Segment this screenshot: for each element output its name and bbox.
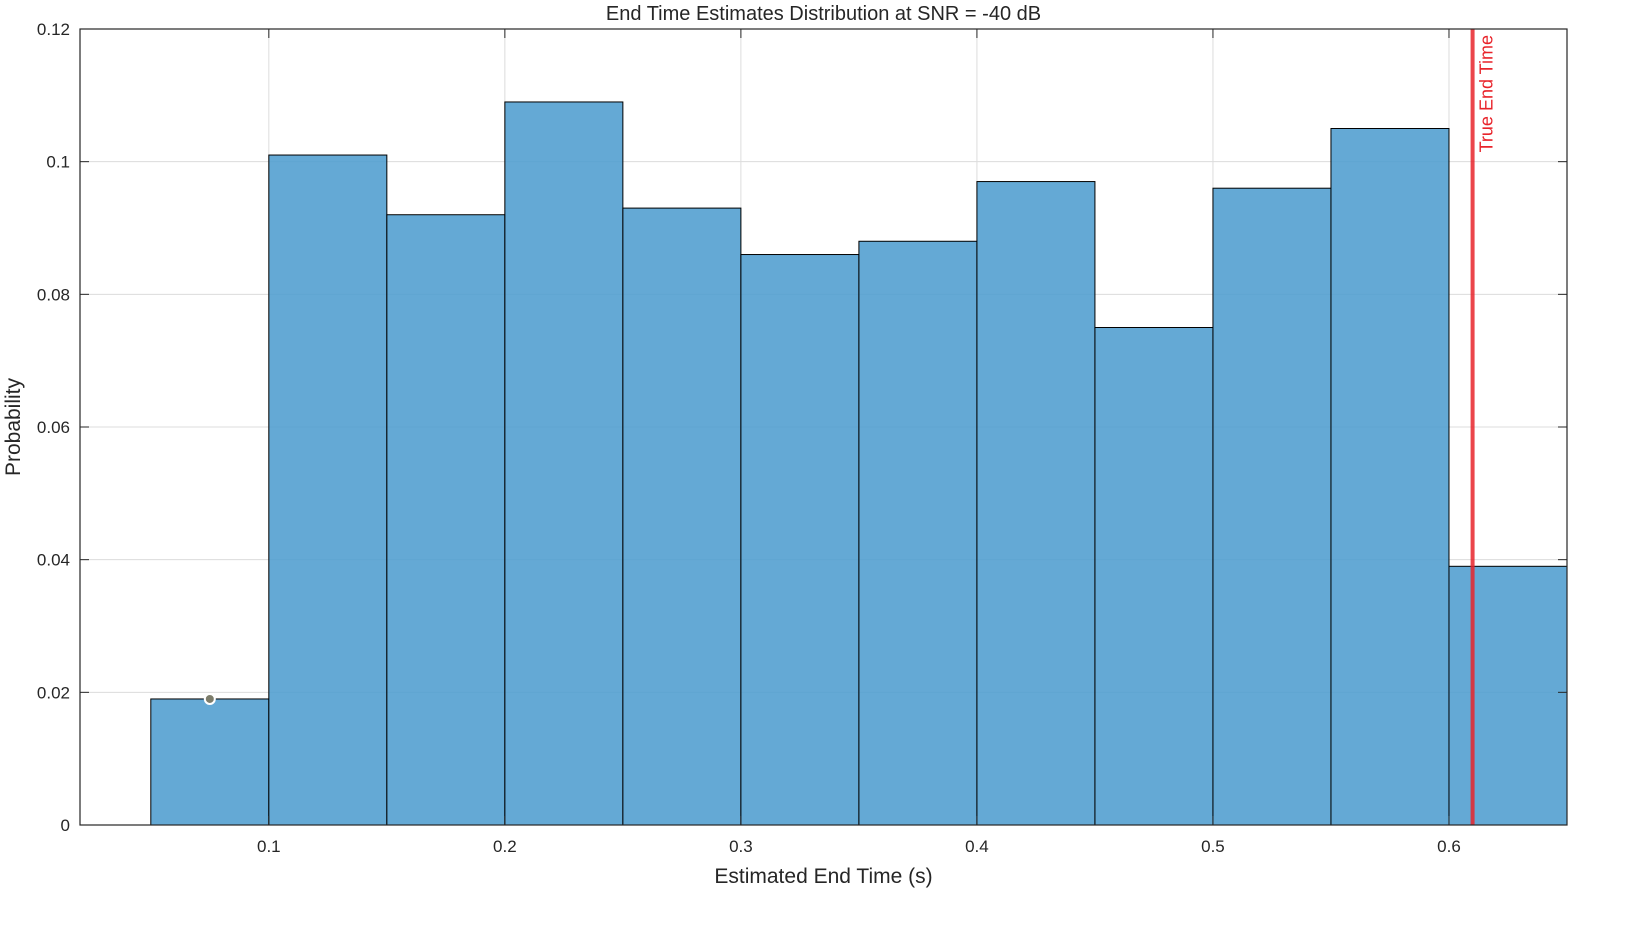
x-tick-label: 0.4	[965, 837, 989, 856]
histogram-bar	[740, 254, 860, 826]
y-axis-title: Probability	[2, 377, 25, 476]
true-end-time-label: True End Time	[1477, 35, 1497, 152]
y-tick-label: 0.06	[37, 418, 70, 437]
y-tick-label: 0.04	[37, 551, 70, 570]
bars-layer	[150, 101, 1568, 826]
histogram-bar	[1212, 187, 1332, 826]
histogram-bar	[504, 101, 624, 826]
histogram-bar	[1094, 327, 1214, 826]
ticks-layer	[80, 28, 1567, 826]
data-point-marker	[203, 692, 216, 705]
histogram-bar	[150, 698, 270, 826]
x-tick-label: 0.6	[1437, 837, 1461, 856]
y-tick-label: 0	[61, 816, 70, 835]
x-tick-label: 0.1	[257, 837, 281, 856]
histogram-bar	[622, 207, 742, 826]
y-tick-label: 0.1	[46, 153, 70, 172]
reference-line-layer: True End Time	[203, 29, 1497, 825]
histogram-bar	[858, 240, 978, 826]
histogram-bar	[1448, 565, 1568, 826]
y-tick-label: 0.02	[37, 683, 70, 702]
y-tick-label: 0.12	[37, 20, 70, 39]
x-tick-label: 0.3	[729, 837, 753, 856]
histogram-bar	[976, 181, 1096, 826]
x-tick-label: 0.2	[493, 837, 517, 856]
histogram-bar	[1330, 128, 1450, 826]
x-tick-label: 0.5	[1201, 837, 1225, 856]
histogram-bar	[268, 154, 388, 826]
histogram-bar	[386, 214, 506, 826]
y-tick-label: 0.08	[37, 285, 70, 304]
tick-labels-layer: 0.1 0.2 0.3 0.4 0.5 0.6 0 0.02 0.04 0.06 0.08 0.1 0.…	[37, 20, 1461, 856]
chart-title: End Time Estimates Distribution at SNR =…	[606, 3, 1041, 25]
x-axis-title: Estimated End Time (s)	[714, 865, 932, 888]
